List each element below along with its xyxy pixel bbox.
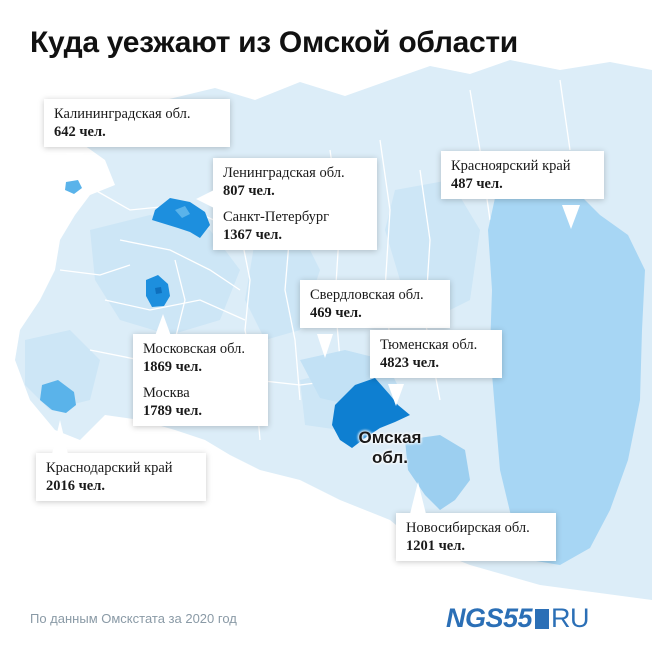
omsk-label-line1: Омская	[358, 428, 422, 447]
callout-pointer	[52, 420, 68, 454]
callout-name: Красноярский край	[451, 158, 571, 174]
page-title: Куда уезжают из Омской области	[30, 26, 518, 59]
callout-sverdlovsk: Свердловская обл. 469 чел.	[300, 280, 450, 328]
novosibirsk-region	[405, 435, 470, 510]
callout-value: 487 чел.	[451, 176, 503, 192]
callout-name: Московская обл.	[143, 341, 246, 357]
logo-part1: NGS55	[446, 602, 533, 633]
callout-pointer	[155, 314, 171, 336]
callout-kaliningrad: Калининградская обл. 642 чел.	[44, 99, 230, 147]
omsk-label-line2: обл.	[372, 448, 408, 467]
callout-name: Краснодарский край	[46, 460, 173, 476]
callout-pointer	[317, 334, 333, 358]
callout-value: 1201 чел.	[406, 538, 465, 554]
callout-value: 4823 чел.	[380, 355, 439, 371]
moscow-region	[155, 287, 162, 294]
callout-pointer	[388, 384, 404, 406]
callout-value: 1367 чел.	[223, 227, 282, 243]
omsk-region	[332, 378, 410, 448]
callout-value: 2016 чел.	[46, 478, 105, 494]
callout-name: Тюменская обл.	[380, 337, 478, 353]
ngs55-logo: NGS55 RU	[446, 602, 590, 633]
callout-pointer	[562, 205, 580, 229]
callout-name: Калининградская обл.	[54, 106, 191, 122]
callout-pointer	[66, 153, 84, 175]
callout-leningrad-spb: Ленинградская обл. 807 чел. Санкт-Петерб…	[213, 158, 377, 250]
callout-name: Новосибирская обл.	[406, 520, 530, 536]
callout-pointer	[196, 190, 214, 208]
callout-value: 1789 чел.	[143, 403, 202, 419]
callout-value: 1869 чел.	[143, 359, 202, 375]
callout-value: 642 чел.	[54, 124, 106, 140]
callout-novosibirsk: Новосибирская обл. 1201 чел.	[396, 513, 556, 561]
callout-name: Свердловская обл.	[310, 287, 424, 303]
krasnoyarsk-region	[488, 165, 645, 565]
spb-region	[175, 206, 190, 218]
krasnodar-region	[40, 380, 76, 413]
callout-name: Санкт-Петербург	[223, 209, 330, 225]
source-note: По данным Омскстата за 2020 год	[30, 611, 237, 626]
callout-value: 469 чел.	[310, 305, 362, 321]
callout-pointer	[410, 482, 426, 514]
callout-moscow: Московская обл. 1869 чел. Москва 1789 че…	[133, 334, 268, 426]
callout-tyumen: Тюменская обл. 4823 чел.	[370, 330, 502, 378]
omsk-label: Омская обл.	[352, 428, 428, 468]
kaliningrad-region	[65, 180, 82, 194]
callout-value: 807 чел.	[223, 183, 275, 199]
logo-mark-icon	[535, 609, 550, 629]
logo-part2: RU	[551, 602, 590, 633]
callout-krasnodar: Краснодарский край 2016 чел.	[36, 453, 206, 501]
callout-name: Ленинградская обл.	[223, 165, 345, 181]
callout-krasnoyarsk: Красноярский край 487 чел.	[441, 151, 604, 199]
leningrad-region	[152, 198, 210, 238]
callout-name: Москва	[143, 385, 190, 401]
